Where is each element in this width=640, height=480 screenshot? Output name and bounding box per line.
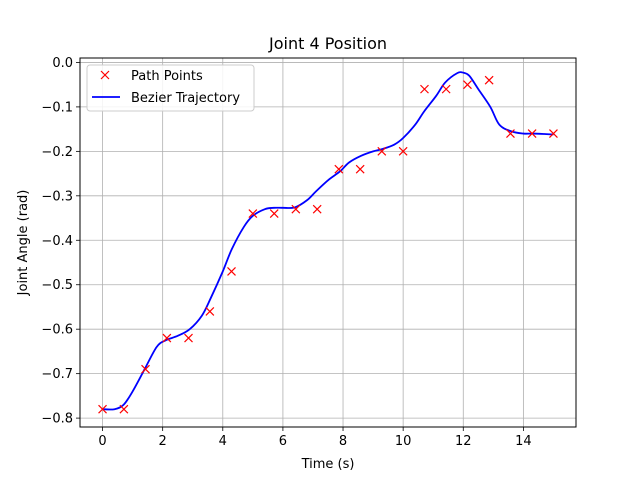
series-line-bezier-trajectory	[102, 71, 554, 411]
path-point-marker	[355, 164, 365, 174]
path-point-marker	[377, 146, 387, 156]
y-tick-label: −0.6	[41, 323, 73, 338]
path-point-marker	[248, 209, 258, 219]
y-tick-label: −0.5	[41, 278, 73, 293]
grid	[80, 58, 576, 427]
path-point-marker	[141, 364, 150, 374]
legend-label-path-points: Path Points	[131, 69, 203, 84]
y-axis-title: Joint Angle (rad)	[16, 190, 31, 297]
path-point-marker	[205, 306, 215, 316]
path-point-marker	[162, 333, 172, 343]
legend-box	[86, 64, 255, 112]
path-point-marker	[420, 84, 429, 94]
y-tick-label: 0.0	[52, 56, 73, 71]
path-point-marker	[291, 204, 301, 214]
x-tick-label: 8	[339, 434, 347, 449]
path-point-marker	[269, 209, 279, 219]
x-tick-label: 12	[455, 434, 472, 449]
x-axis-title: Time (s)	[301, 457, 355, 472]
path-point-marker	[527, 129, 537, 139]
path-point-marker	[398, 146, 408, 156]
legend-label-bezier-trajectory: Bezier Trajectory	[131, 91, 240, 106]
path-point-marker	[184, 333, 193, 343]
path-point-marker	[506, 129, 515, 139]
y-tick-label: −0.8	[41, 412, 73, 427]
path-point-marker	[484, 75, 494, 85]
y-tick-label: −0.1	[41, 100, 73, 115]
path-point-marker	[549, 129, 558, 139]
y-tick-label: −0.3	[41, 189, 73, 204]
path-point-marker	[119, 404, 129, 414]
x-tick-label: 14	[515, 434, 532, 449]
y-tick-label: −0.2	[41, 145, 73, 160]
x-tick-label: 10	[395, 434, 412, 449]
x-tick-label: 2	[159, 434, 167, 449]
x-tick-label: 6	[279, 434, 287, 449]
x-tick-label: 0	[98, 434, 106, 449]
path-point-marker	[227, 266, 236, 276]
path-point-marker	[98, 404, 107, 414]
path-point-marker	[334, 164, 344, 174]
axis-ticks: 0 2 4 6 8 10 12 14 −0.8 −0.7 −0.6 −0.5 −0.4 −0.3 −0.2 −…	[41, 56, 531, 449]
legend: Path Points Bezier Trajectory	[86, 64, 255, 112]
legend-marker-path-points	[100, 70, 110, 80]
x-tick-label: 4	[219, 434, 227, 449]
y-tick-label: −0.4	[41, 234, 73, 249]
plot-frame	[79, 57, 577, 428]
plot-data	[98, 71, 558, 414]
path-point-marker	[312, 204, 322, 214]
y-tick-label: −0.7	[41, 367, 73, 382]
path-point-marker	[441, 84, 451, 94]
path-point-marker	[463, 80, 472, 90]
chart-title: Joint 4 Position	[268, 34, 387, 53]
